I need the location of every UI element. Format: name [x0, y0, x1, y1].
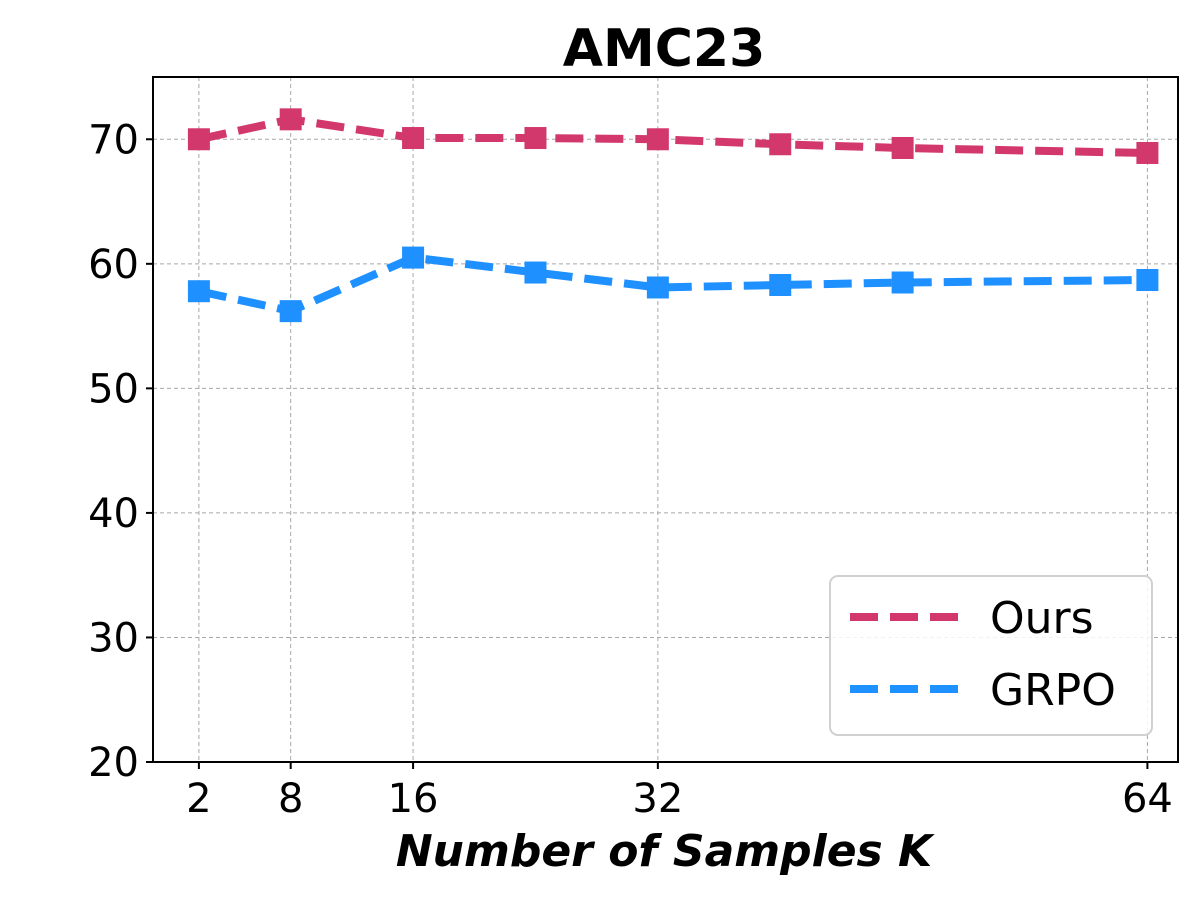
series-layer: [187, 108, 1159, 323]
data-point-ours: [769, 133, 792, 156]
y-tick-label: 40: [88, 491, 139, 537]
y-tick-label: 30: [88, 615, 139, 661]
series-ours: [187, 108, 1159, 164]
legend-label-ours: Ours: [990, 593, 1094, 644]
series-line-grpo: [198, 253, 1148, 316]
legend: Ours GRPO: [829, 575, 1153, 736]
data-point-ours: [646, 128, 669, 151]
x-axis-label: Number of Samples K: [396, 826, 935, 877]
x-tick-label: 16: [388, 776, 439, 822]
series-grpo: [187, 246, 1159, 323]
y-tick-label: 60: [88, 242, 139, 288]
data-point-ours: [524, 127, 547, 150]
ticks: 2 8 16 32 64 20 30 40 50 60 70: [88, 117, 1173, 822]
chart-title: AMC23: [563, 19, 766, 79]
y-tick-label: 20: [88, 740, 139, 786]
y-tick-label: 70: [88, 117, 139, 163]
data-point-grpo: [891, 271, 914, 294]
x-tick-label: 2: [186, 776, 211, 822]
data-point-grpo: [524, 261, 547, 284]
data-point-grpo: [769, 273, 792, 296]
x-tick-label: 32: [632, 776, 683, 822]
data-point-ours: [187, 128, 210, 151]
data-point-grpo: [646, 276, 669, 299]
x-tick-label: 64: [1122, 776, 1173, 822]
data-point-ours: [279, 108, 302, 131]
data-point-ours: [402, 127, 425, 150]
data-point-ours: [1136, 141, 1159, 164]
series-line-ours: [198, 115, 1148, 157]
legend-label-grpo: GRPO: [990, 665, 1116, 716]
data-point-grpo: [1136, 269, 1159, 292]
data-point-grpo: [187, 280, 210, 303]
data-point-grpo: [402, 246, 425, 269]
y-tick-label: 50: [88, 366, 139, 412]
data-point-ours: [891, 136, 914, 159]
data-point-grpo: [279, 300, 302, 323]
plot-frame: [152, 76, 1179, 763]
x-tick-label: 8: [278, 776, 303, 822]
